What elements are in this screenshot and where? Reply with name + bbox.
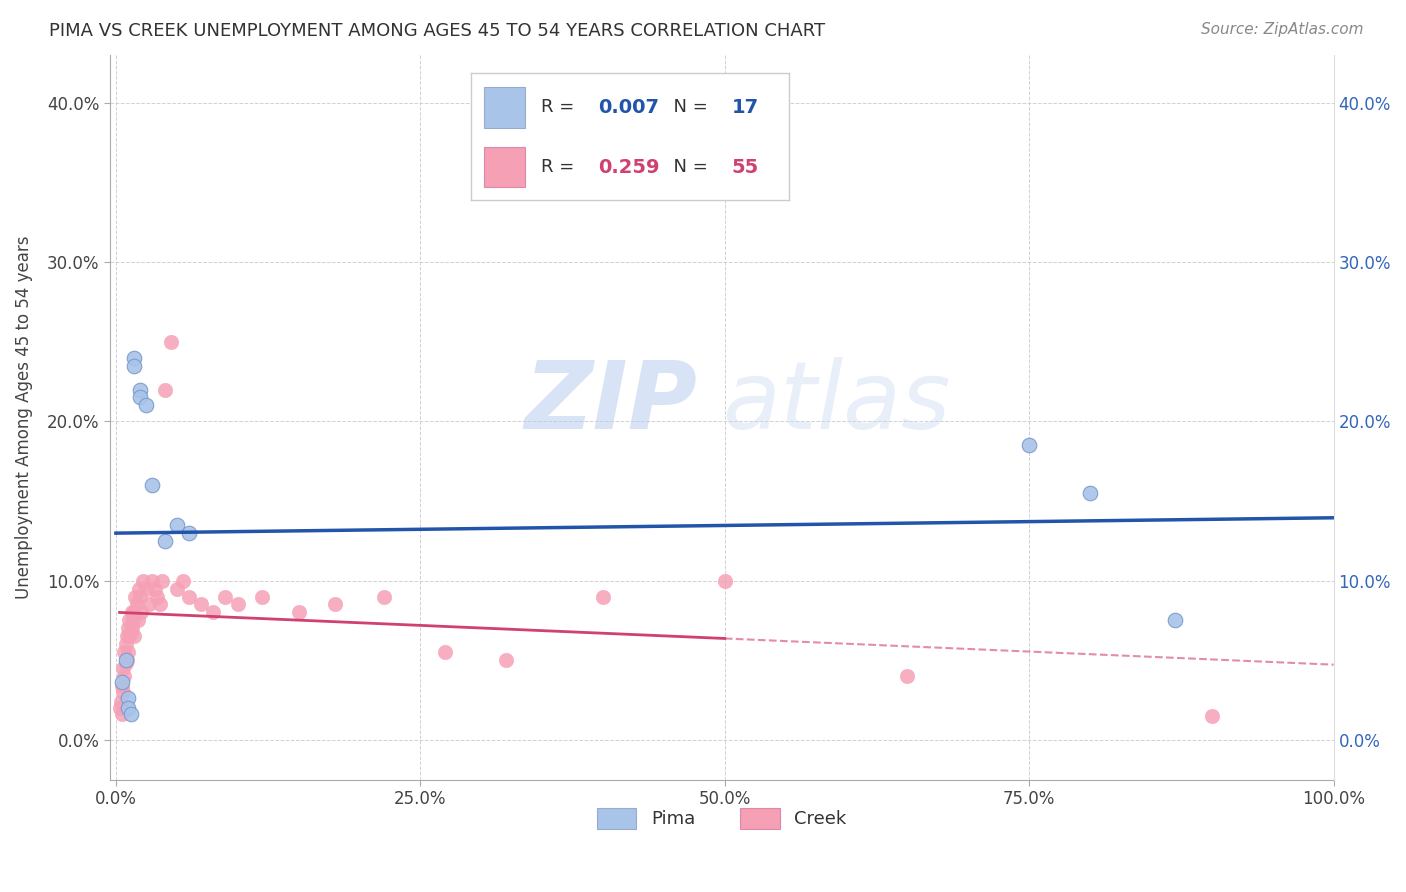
Point	[131, 606, 153, 620]
Point	[128, 582, 150, 596]
Point	[129, 383, 152, 397]
Point	[114, 653, 136, 667]
Point	[166, 582, 188, 596]
Point	[226, 598, 249, 612]
Point	[159, 334, 181, 349]
Point	[117, 645, 139, 659]
Text: Source: ZipAtlas.com: Source: ZipAtlas.com	[1201, 22, 1364, 37]
Point	[146, 590, 169, 604]
Point	[149, 598, 172, 612]
Point	[115, 629, 138, 643]
Point	[592, 590, 614, 604]
Point	[122, 606, 145, 620]
Point	[122, 359, 145, 373]
Point	[121, 606, 143, 620]
Point	[111, 675, 134, 690]
Point	[112, 661, 135, 675]
Point	[1018, 438, 1040, 452]
Point	[124, 590, 146, 604]
Text: atlas: atlas	[721, 358, 950, 449]
Point	[129, 391, 152, 405]
Point	[125, 598, 148, 612]
Point	[117, 621, 139, 635]
Point	[177, 525, 200, 540]
Point	[287, 606, 309, 620]
Point	[111, 707, 134, 722]
Point	[135, 399, 157, 413]
Point	[112, 685, 135, 699]
Point	[111, 679, 134, 693]
Point	[153, 533, 176, 548]
Point	[118, 629, 141, 643]
Point	[153, 383, 176, 397]
Point	[713, 574, 735, 588]
Point	[373, 590, 395, 604]
Point	[143, 582, 166, 596]
Text: PIMA VS CREEK UNEMPLOYMENT AMONG AGES 45 TO 54 YEARS CORRELATION CHART: PIMA VS CREEK UNEMPLOYMENT AMONG AGES 45…	[49, 22, 825, 40]
Point	[135, 582, 157, 596]
Point	[110, 695, 132, 709]
Point	[112, 669, 135, 683]
Point	[114, 657, 136, 671]
Point	[129, 590, 152, 604]
Point	[172, 574, 194, 588]
Point	[108, 701, 131, 715]
Point	[202, 606, 225, 620]
Point	[214, 590, 236, 604]
Point	[112, 645, 135, 659]
Point	[138, 598, 160, 612]
Point	[115, 653, 138, 667]
Point	[150, 574, 173, 588]
Point	[1078, 486, 1101, 500]
Point	[1201, 709, 1223, 723]
Point	[896, 669, 918, 683]
Legend: Pima, Creek: Pima, Creek	[589, 800, 853, 836]
Point	[118, 614, 141, 628]
Point	[1164, 614, 1187, 628]
Point	[250, 590, 273, 604]
Point	[141, 478, 163, 492]
Point	[122, 351, 145, 365]
Point	[323, 598, 346, 612]
Y-axis label: Unemployment Among Ages 45 to 54 years: Unemployment Among Ages 45 to 54 years	[15, 235, 32, 599]
Point	[433, 645, 456, 659]
Point	[120, 707, 142, 722]
Point	[117, 691, 139, 706]
Point	[127, 614, 149, 628]
Point	[495, 653, 517, 667]
Point	[114, 637, 136, 651]
Point	[177, 590, 200, 604]
Point	[122, 614, 145, 628]
Point	[166, 517, 188, 532]
Point	[120, 624, 142, 639]
Point	[190, 598, 212, 612]
Point	[117, 701, 139, 715]
Point	[141, 574, 163, 588]
Point	[121, 621, 143, 635]
Point	[122, 629, 145, 643]
Point	[131, 574, 153, 588]
Text: ZIP: ZIP	[524, 357, 697, 449]
